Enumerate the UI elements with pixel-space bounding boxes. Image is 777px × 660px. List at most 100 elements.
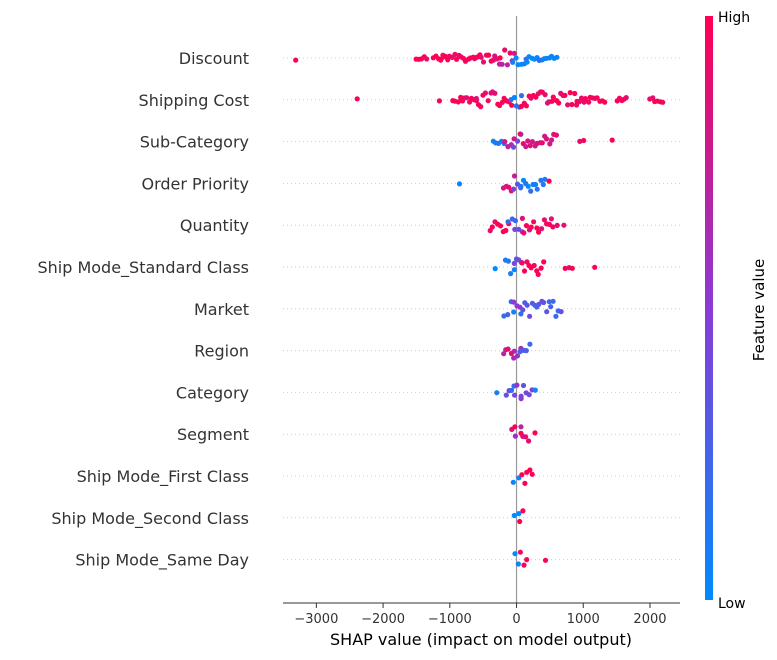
shap-point [539,226,545,232]
shap-point [520,307,526,313]
shap-point [494,390,500,396]
feature-label: Order Priority [142,174,250,193]
shap-point [538,265,544,271]
shap-point [562,265,568,271]
shap-point [456,181,463,187]
shap-point [507,50,513,56]
shap-point [503,392,509,398]
feature-label: Category [176,383,249,402]
shap-point [523,434,529,440]
feature-labels: Discount Shipping Cost Sub-Category Order P… [37,49,249,571]
shap-point [527,313,533,319]
shap-point [503,227,509,234]
shap-point [554,222,560,228]
feature-label: Region [194,342,249,361]
shap-point [436,98,442,104]
shap-point [473,95,479,102]
shap-point [492,90,498,96]
shap-point [485,98,491,104]
shap-point [497,223,504,229]
shap-point [524,302,530,308]
shap-point [558,309,564,315]
shap-point [521,562,527,568]
shap-point [549,137,555,143]
shap-point [499,99,505,105]
colorbar: High Low Feature value [705,10,768,612]
shap-points [293,47,666,568]
shap-point [519,260,525,266]
shap-point [529,471,535,477]
shap-point [548,216,555,222]
x-axis-title: SHAP value (impact on model output) [330,630,632,649]
shap-point [510,479,516,485]
shap-point [578,95,585,101]
shap-point [524,557,530,563]
shap-point [549,98,555,104]
feature-label: Ship Mode_Second Class [51,509,249,529]
shap-point [354,96,360,102]
feature-label: Market [194,300,249,319]
shap-point [523,144,529,150]
x-tick-label: 1000 [567,612,600,627]
shap-point [541,299,547,306]
shap-point [532,387,538,393]
shap-point [502,47,508,53]
shap-point [567,90,573,96]
shap-point [424,56,430,62]
shap-point [531,262,537,269]
shap-point [519,215,526,221]
shap-point [547,141,553,147]
shap-point [520,382,527,389]
shap-point [512,433,519,439]
shap-point [553,313,559,319]
shap-point [511,173,518,179]
shap-point [489,224,495,230]
shap-point [521,230,527,236]
shap-point [532,181,539,188]
shap-point [525,138,531,144]
shap-point [518,311,524,317]
feature-label: Ship Mode_First Class [77,467,249,487]
shap-point [554,54,560,60]
shap-point [572,90,578,97]
shap-point [527,341,533,347]
shap-point [486,52,492,58]
x-axis: −3000 −2000 −1000 0 1000 2000 SHAP value (imp… [283,602,680,649]
shap-point [539,140,545,146]
feature-label: Discount [179,49,249,68]
shap-point [480,59,487,65]
shap-point [541,217,548,223]
x-tick-label: −1000 [428,612,472,627]
shap-point [623,95,629,101]
shap-point [527,467,533,473]
shap-point [526,438,532,444]
shap-point [511,299,517,305]
shap-point [540,181,546,188]
shap-point [586,99,592,105]
shap-point [565,102,571,108]
shap-point [562,92,568,98]
shap-point [535,271,541,277]
shap-point [511,392,518,398]
shap-point [529,139,536,145]
shap-point [531,219,537,225]
shap-point [534,225,540,231]
shap-point [505,312,511,318]
shap-point [523,103,530,109]
shap-point [548,304,554,310]
shap-point [602,99,608,105]
shap-point [514,353,521,359]
colorbar-title: Feature value [750,259,768,361]
x-ticks: −3000 −2000 −1000 0 1000 2000 [294,603,667,627]
shap-point [538,177,544,183]
shap-point [581,137,587,144]
shap-point [508,387,515,393]
shap-point [464,95,470,101]
shap-point [454,56,460,62]
shap-point [546,178,552,184]
shap-point [513,55,519,61]
shap-point [511,94,517,101]
shap-point [569,265,575,271]
shap-point [544,309,550,315]
